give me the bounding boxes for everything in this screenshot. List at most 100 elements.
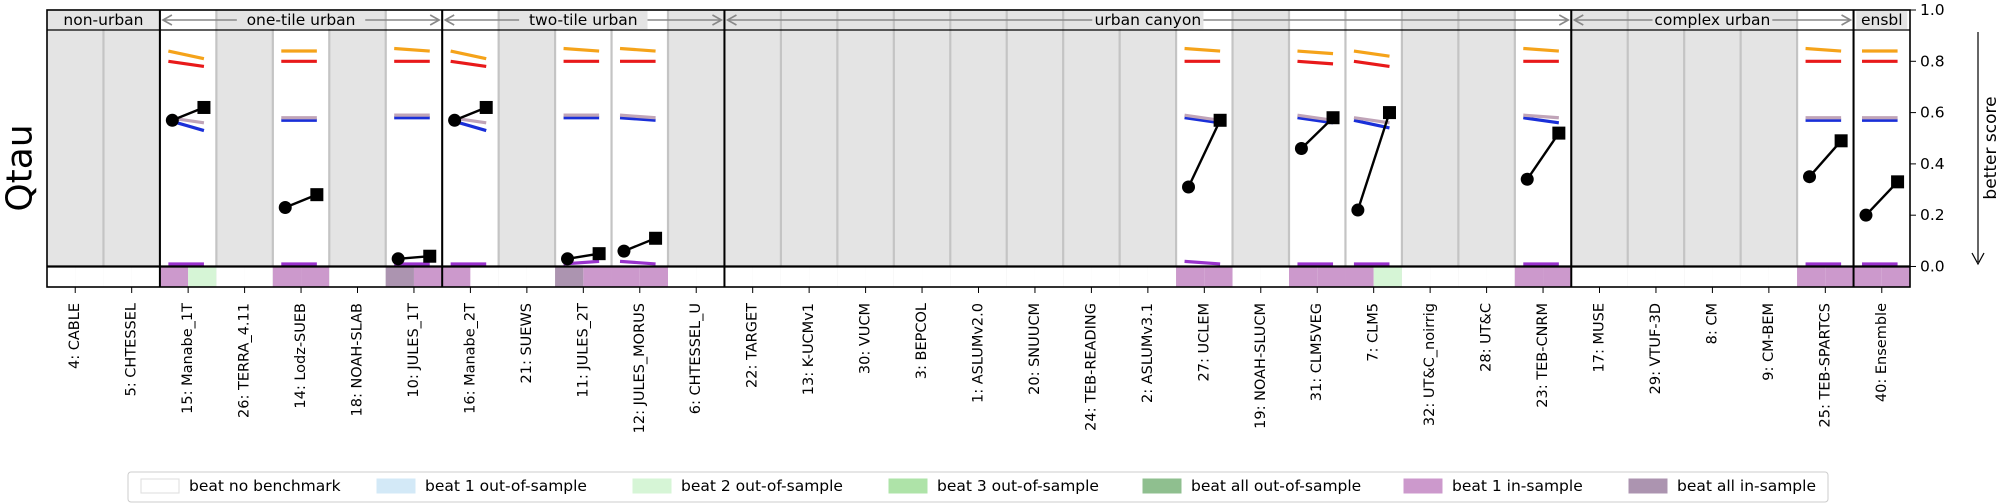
benchmark-strip-half <box>301 266 330 287</box>
benchmark-strip-half <box>1204 266 1233 287</box>
legend-entry-label: beat all out-of-sample <box>1191 477 1361 495</box>
legend-swatch <box>140 478 180 494</box>
score-point-square <box>479 100 493 114</box>
model-column <box>216 10 273 287</box>
x-tick-label: 9: CM-BEM <box>1761 303 1777 381</box>
model-column <box>1119 10 1177 287</box>
benchmark-strip-half <box>244 266 273 287</box>
benchmark-strip-half <box>1373 266 1402 287</box>
x-tick-label: 26: TERRA_4.11 <box>237 303 253 418</box>
x-tick-label: 25: TEB-SPARTCS <box>1817 303 1833 427</box>
benchmark-strip-half <box>1119 266 1148 287</box>
benchmark-strip-half <box>893 266 923 287</box>
benchmark-strip-half <box>131 266 160 287</box>
x-tick-label: 24: TEB-READING <box>1083 303 1099 431</box>
benchmark-strip-half <box>1176 266 1205 287</box>
x-tick-label-layer: 4: CABLE 5: CHTESSEL 15: Manabe_1T 26: TERR… <box>67 287 1890 433</box>
score-point-circle <box>448 113 462 127</box>
benchmark-tick <box>1297 49 1334 56</box>
score-point-circle <box>1520 172 1534 186</box>
model-column <box>272 10 330 287</box>
benchmark-tick <box>1297 59 1334 66</box>
score-point-square <box>423 249 437 263</box>
model-column <box>1627 10 1685 287</box>
x-tick-label: 11: JULES_2T <box>575 303 591 398</box>
benchmark-tick <box>1353 49 1390 58</box>
model-column <box>1853 10 1910 287</box>
y-tick-label: 0.0 <box>1920 257 1945 275</box>
model-column <box>1514 10 1572 287</box>
benchmark-tick <box>1805 46 1842 53</box>
x-tick-label: 12: JULES_MORUS <box>632 303 648 433</box>
benchmark-strip-half <box>668 266 697 287</box>
benchmark-strip-half <box>1289 266 1318 287</box>
benchmark-tick <box>619 113 656 120</box>
benchmark-tick <box>1523 116 1560 125</box>
group-arrow-head-left <box>1572 14 1584 26</box>
benchmark-tick <box>1353 116 1390 125</box>
model-column <box>837 10 894 287</box>
better-score-label: better score <box>1981 96 2001 199</box>
score-point-circle <box>561 252 575 266</box>
x-tick-label: 17: MUSE <box>1592 303 1608 372</box>
model-column <box>555 10 612 287</box>
score-point-square <box>649 231 663 245</box>
model-column <box>893 10 951 287</box>
model-column <box>47 10 104 287</box>
legend-entry-label: beat 1 out-of-sample <box>425 477 587 495</box>
benchmark-strip-half <box>1063 266 1092 287</box>
x-tick-label: 7: CLM5 <box>1366 303 1382 362</box>
benchmark-strip-half <box>470 266 499 287</box>
benchmark-strip-half <box>1401 266 1431 287</box>
benchmark-tick <box>394 46 430 53</box>
score-point-square <box>1834 134 1848 148</box>
x-tick-label: 1: ASLUMv2.0 <box>971 303 987 403</box>
benchmark-strip-half <box>103 266 132 287</box>
benchmark-strip-half <box>1571 266 1600 287</box>
x-tick-label: 4: CABLE <box>67 303 83 369</box>
benchmark-strip-half <box>1260 266 1289 287</box>
x-tick-label: 22: TARGET <box>745 303 761 388</box>
benchmark-strip-half <box>1853 266 1882 287</box>
score-point-square <box>310 188 324 202</box>
group-label: one-tile urban <box>247 11 356 29</box>
benchmark-strip-half <box>1627 266 1656 287</box>
legend-swatch <box>1628 478 1668 494</box>
benchmark-strip-half <box>498 266 527 287</box>
benchmark-strip-half <box>1655 266 1685 287</box>
score-point-square <box>592 247 606 261</box>
group-label-background <box>1092 11 1204 29</box>
model-column <box>329 10 386 287</box>
benchmark-strip-half <box>1034 266 1064 287</box>
legend-swatch <box>376 478 416 494</box>
score-point-circle <box>391 252 405 266</box>
benchmark-strip-half <box>922 266 951 287</box>
benchmark-tick <box>619 259 656 266</box>
benchmark-strip-half <box>809 266 838 287</box>
benchmark-strip-half <box>442 266 471 287</box>
score-line <box>1526 132 1560 180</box>
score-point-circle <box>1351 203 1365 217</box>
y-tick-label: 0.2 <box>1920 206 1945 224</box>
better-score-arrow <box>1971 32 1985 266</box>
score-point-circle <box>165 113 179 127</box>
score-point-circle <box>1859 208 1873 222</box>
model-column <box>103 10 160 287</box>
model-column <box>1006 10 1064 287</box>
legend-swatch <box>888 478 928 494</box>
score-point-square <box>1382 106 1396 120</box>
benchmark-strip-half <box>1684 266 1713 287</box>
x-tick-label: 19: NOAH-SLUCM <box>1253 303 1269 429</box>
benchmark-strip-half <box>865 266 894 287</box>
group-label-background <box>1652 11 1773 29</box>
legend-entry-label: beat all in-sample <box>1677 477 1816 495</box>
group-arrow-head-left <box>725 14 737 26</box>
benchmark-strip-half <box>555 266 584 287</box>
benchmark-strip-half <box>1345 266 1374 287</box>
legend: beat no benchmark beat 1 out-of-sample bea… <box>127 471 1829 503</box>
benchmark-strip-half <box>47 266 76 287</box>
benchmark-strip-half <box>1486 266 1515 287</box>
benchmark-strip-half <box>1543 266 1572 287</box>
model-column <box>1458 10 1515 287</box>
